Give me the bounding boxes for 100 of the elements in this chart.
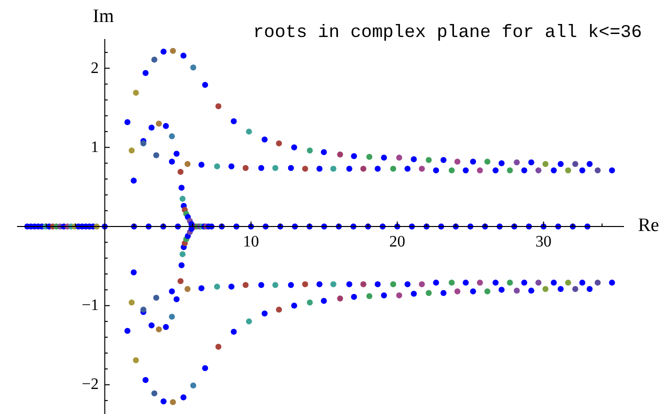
point — [514, 288, 520, 294]
point — [579, 280, 586, 286]
point — [390, 281, 396, 288]
point — [184, 161, 191, 167]
point — [170, 48, 176, 54]
point — [579, 167, 586, 174]
point — [180, 251, 186, 258]
point — [410, 156, 417, 162]
y-tick-label: −2 — [82, 376, 99, 394]
point — [228, 163, 234, 170]
point — [168, 314, 175, 320]
point — [288, 282, 294, 288]
point — [609, 167, 616, 174]
point — [565, 280, 572, 286]
point — [396, 292, 402, 298]
point — [558, 286, 564, 292]
point — [346, 166, 352, 172]
point — [418, 166, 425, 172]
point — [396, 154, 402, 161]
point — [609, 280, 616, 286]
point — [130, 269, 137, 276]
point — [132, 357, 139, 364]
point — [360, 281, 366, 288]
point — [124, 119, 130, 126]
point — [350, 294, 357, 300]
point — [484, 158, 490, 165]
point — [320, 298, 327, 304]
x-tick-label: 30 — [536, 234, 552, 250]
point — [521, 167, 528, 174]
point — [418, 281, 425, 288]
point — [262, 136, 268, 142]
point — [198, 162, 204, 168]
point — [572, 286, 578, 292]
point — [180, 196, 186, 202]
point — [168, 158, 175, 165]
point — [148, 322, 155, 328]
point — [132, 90, 139, 96]
point — [433, 280, 440, 286]
point — [215, 103, 222, 110]
point — [142, 70, 149, 76]
point — [128, 148, 135, 154]
point — [514, 159, 520, 166]
point — [202, 82, 208, 88]
chart-title: roots in complex plane for all k<=36 — [253, 23, 642, 43]
point — [535, 280, 542, 286]
y-axis-title: Im — [92, 6, 114, 27]
point — [350, 153, 357, 160]
point — [230, 118, 237, 124]
point — [448, 167, 455, 174]
point — [330, 166, 336, 172]
point — [151, 56, 158, 63]
point — [506, 167, 513, 174]
point — [337, 152, 344, 158]
point — [550, 280, 557, 286]
y-tick-label: 2 — [90, 60, 99, 77]
point — [246, 128, 252, 135]
point — [124, 328, 130, 334]
x-axis-title: Re — [638, 214, 660, 236]
point — [142, 376, 149, 383]
point — [302, 166, 308, 172]
point — [337, 295, 344, 302]
point — [174, 150, 180, 157]
point — [462, 167, 469, 174]
point — [168, 133, 175, 140]
point — [276, 140, 282, 146]
point — [498, 286, 505, 293]
point — [374, 166, 381, 172]
point — [168, 288, 175, 294]
point — [454, 288, 460, 294]
point — [366, 154, 372, 160]
point — [586, 161, 593, 167]
point — [214, 284, 220, 290]
point — [242, 164, 249, 171]
point — [380, 292, 387, 298]
point — [162, 123, 169, 130]
point — [528, 159, 534, 166]
point — [426, 157, 432, 164]
point — [156, 120, 162, 127]
point — [288, 164, 294, 171]
point — [550, 167, 557, 174]
point — [454, 158, 460, 165]
point — [291, 144, 298, 150]
point — [484, 288, 490, 294]
point — [302, 281, 308, 288]
point — [390, 166, 396, 172]
point — [433, 167, 440, 174]
point — [470, 288, 476, 294]
point — [190, 382, 196, 389]
point — [153, 152, 160, 158]
point — [291, 302, 298, 309]
point — [366, 293, 372, 300]
point — [215, 344, 222, 350]
point — [492, 167, 499, 174]
point — [440, 157, 447, 164]
point — [410, 290, 417, 297]
point — [151, 390, 158, 396]
point — [558, 161, 564, 167]
point — [521, 280, 528, 286]
point — [228, 284, 234, 290]
point — [306, 299, 313, 306]
